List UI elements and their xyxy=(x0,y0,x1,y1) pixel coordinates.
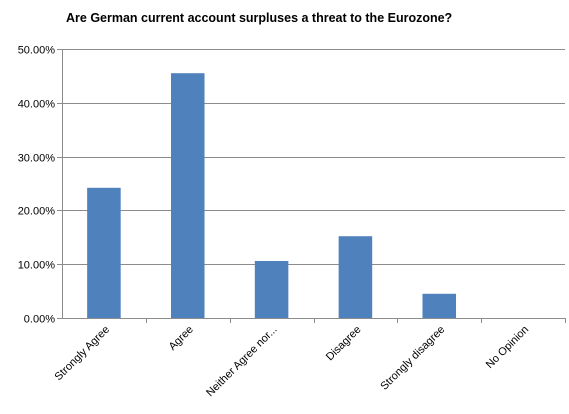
x-axis-labels: Strongly Agree Agree Neither Agree nor... D… xyxy=(53,318,566,399)
x-category-label: No Opinion xyxy=(484,324,531,371)
bar xyxy=(422,293,457,318)
bar xyxy=(87,187,121,318)
bar xyxy=(338,236,373,318)
gridlines xyxy=(62,49,565,265)
bar xyxy=(254,260,289,318)
y-tick-label: 40.00% xyxy=(18,99,56,111)
y-tick-label: 30.00% xyxy=(18,153,56,165)
x-category-label: Disagree xyxy=(324,324,364,364)
bars xyxy=(87,73,457,319)
x-category-label: Neither Agree nor... xyxy=(204,324,280,400)
x-category-label: Strongly Agree xyxy=(53,324,113,384)
y-tick-label: 20.00% xyxy=(18,206,56,218)
bar xyxy=(170,73,205,319)
axes xyxy=(62,49,565,319)
x-category-label: Agree xyxy=(167,324,196,353)
y-tick-label: 0.00% xyxy=(24,314,55,326)
y-tick-label: 50.00% xyxy=(18,45,56,57)
y-axis-ticks: 0.00% 10.00% 20.00% 30.00% 40.00% 50.00% xyxy=(18,45,62,326)
y-tick-label: 10.00% xyxy=(18,260,56,272)
x-category-label: Strongly disagree xyxy=(378,324,447,393)
chart-title: Are German current account surpluses a t… xyxy=(66,11,452,25)
